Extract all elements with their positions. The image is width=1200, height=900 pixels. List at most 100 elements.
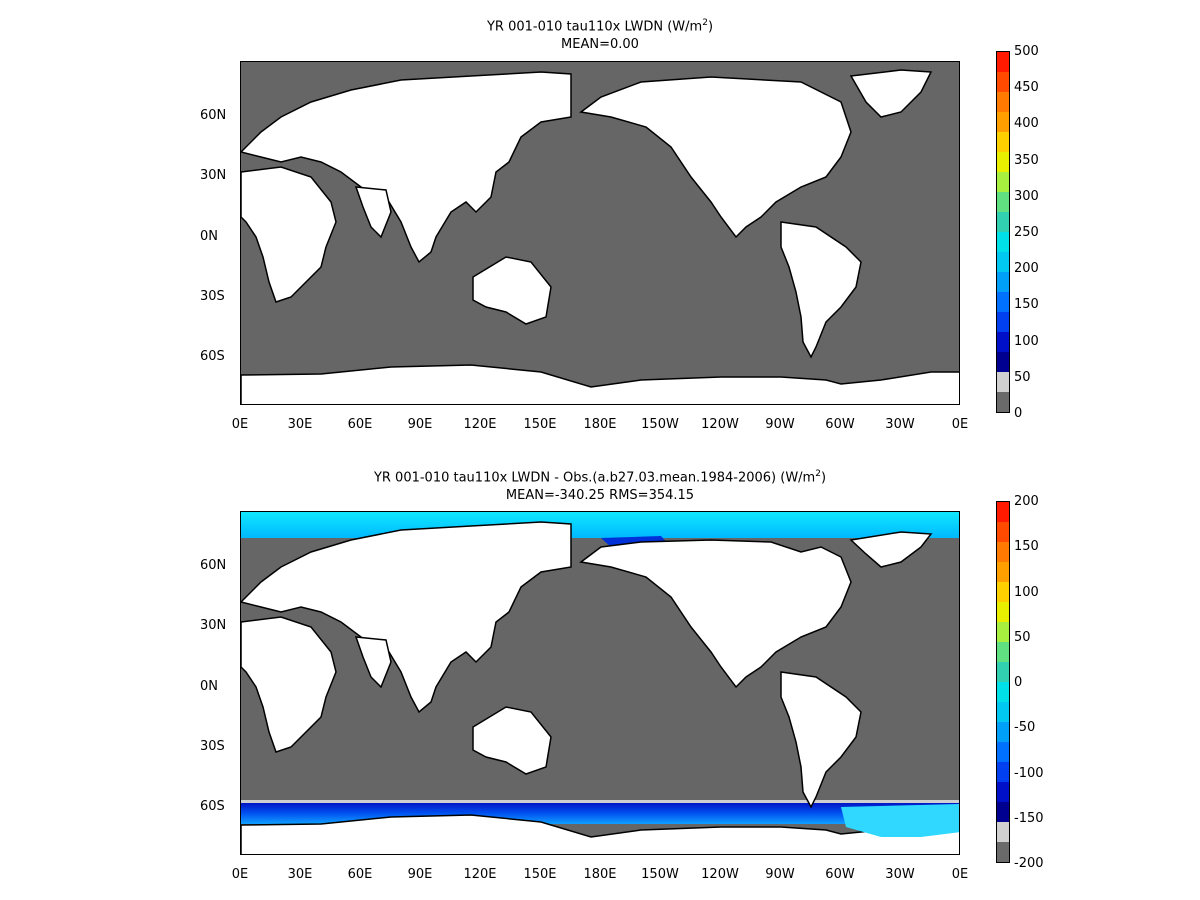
colorbar-label: 500 bbox=[1014, 44, 1039, 59]
colorbar-swatch bbox=[997, 132, 1009, 152]
colorbar-label: 350 bbox=[1014, 152, 1039, 168]
bottom-lon-label: 30E bbox=[287, 867, 313, 882]
top-lon-label: 120E bbox=[463, 417, 497, 432]
antarctica-landmass bbox=[241, 364, 959, 404]
australia-landmass bbox=[472, 706, 552, 775]
bottom-lat-label-30s: 30S bbox=[200, 739, 225, 754]
colorbar-swatch bbox=[997, 72, 1009, 92]
north-america-landmass bbox=[579, 76, 852, 239]
top-title-line2: MEAN=0.00 bbox=[561, 37, 639, 53]
colorbar-swatch bbox=[997, 502, 1009, 522]
colorbar-label: 50 bbox=[1014, 629, 1031, 645]
colorbar-swatch bbox=[997, 272, 1009, 292]
colorbar-label: 100 bbox=[1014, 333, 1039, 349]
land-masses bbox=[241, 521, 959, 854]
colorbar-swatch bbox=[997, 682, 1009, 702]
antarctica-landmass bbox=[241, 814, 959, 854]
colorbar-swatch bbox=[997, 372, 1009, 392]
top-lat-label-60s: 60S bbox=[200, 349, 225, 364]
greenland-landmass bbox=[849, 531, 933, 568]
bottom-lon-label: 90E bbox=[407, 867, 433, 882]
colorbar-label: 200 bbox=[1014, 494, 1039, 509]
top-lat-label-60n: 60N bbox=[200, 108, 227, 123]
south-america-landmass bbox=[780, 671, 862, 809]
colorbar-swatch bbox=[997, 542, 1009, 562]
top-lon-label: 0E bbox=[231, 417, 249, 432]
bottom-map-svg bbox=[241, 512, 959, 854]
top-lon-label: 150E bbox=[523, 417, 557, 432]
top-lat-label-0n: 0N bbox=[200, 229, 218, 244]
colorbar-label: 250 bbox=[1014, 225, 1039, 240]
top-lon-label: 60W bbox=[825, 417, 855, 432]
bottom-lon-label: 120W bbox=[701, 867, 739, 882]
bottom-lon-label: 30W bbox=[885, 867, 915, 882]
colorbar-swatch bbox=[997, 192, 1009, 212]
colorbar-swatch bbox=[997, 92, 1009, 112]
bottom-lat-label-60n: 60N bbox=[200, 558, 227, 573]
top-lon-label: 90E bbox=[407, 417, 433, 432]
colorbar-swatch bbox=[997, 722, 1009, 742]
colorbar-swatch bbox=[997, 662, 1009, 682]
colorbar-swatch bbox=[997, 602, 1009, 622]
top-lon-label: 90W bbox=[765, 417, 795, 432]
colorbar-label: -100 bbox=[1014, 765, 1044, 781]
bottom-colorbar bbox=[996, 501, 1010, 863]
colorbar-label: 200 bbox=[1014, 261, 1039, 277]
colorbar-label: 300 bbox=[1014, 188, 1039, 204]
top-colorbar bbox=[996, 51, 1010, 413]
colorbar-label: 0 bbox=[1014, 406, 1023, 421]
bottom-title-line2: MEAN=-340.25 RMS=354.15 bbox=[505, 488, 695, 504]
colorbar-swatch bbox=[997, 352, 1009, 372]
colorbar-label: -50 bbox=[1014, 720, 1036, 736]
colorbar-swatch bbox=[997, 782, 1009, 802]
colorbar-swatch bbox=[997, 172, 1009, 192]
colorbar-swatch bbox=[997, 622, 1009, 642]
bottom-lat-label-60s: 60S bbox=[200, 799, 225, 814]
africa-landmass bbox=[241, 166, 337, 303]
colorbar-swatch bbox=[997, 292, 1009, 312]
colorbar-swatch bbox=[997, 822, 1009, 842]
top-lon-label: 30E bbox=[287, 417, 313, 432]
colorbar-swatch bbox=[997, 312, 1009, 332]
india-landmass bbox=[354, 636, 392, 689]
bottom-lon-label: 180E bbox=[583, 867, 617, 882]
bottom-lon-label: 0E bbox=[231, 867, 249, 882]
bottom-title: YR 001-010 tau110x LWDN - Obs.(a.b27.03.… bbox=[240, 465, 960, 505]
bottom-lon-label: 0E bbox=[951, 867, 969, 882]
bottom-title-line1: YR 001-010 tau110x LWDN - Obs.(a.b27.03.… bbox=[373, 469, 827, 486]
colorbar-swatch bbox=[997, 252, 1009, 272]
colorbar-swatch bbox=[997, 392, 1009, 412]
top-map bbox=[240, 61, 960, 405]
colorbar-label: 0 bbox=[1014, 675, 1023, 690]
top-lat-label-30s: 30S bbox=[200, 289, 225, 304]
bottom-lon-label: 120E bbox=[463, 867, 497, 882]
bottom-lon-label: 60E bbox=[347, 867, 373, 882]
land-masses bbox=[241, 69, 959, 404]
colorbar-label: -150 bbox=[1014, 810, 1044, 826]
weddell-anomaly-patch bbox=[841, 804, 959, 837]
bottom-lat-label-30n: 30N bbox=[200, 618, 227, 633]
top-lon-label: 60E bbox=[347, 417, 373, 432]
top-lon-label: 0E bbox=[951, 417, 969, 432]
colorbar-swatch bbox=[997, 212, 1009, 232]
top-lon-label: 150W bbox=[641, 417, 679, 432]
colorbar-label: 150 bbox=[1014, 297, 1039, 313]
colorbar-label: 450 bbox=[1014, 80, 1039, 96]
colorbar-swatch bbox=[997, 232, 1009, 252]
colorbar-swatch bbox=[997, 522, 1009, 542]
colorbar-label: 400 bbox=[1014, 116, 1039, 132]
australia-landmass bbox=[472, 256, 552, 325]
colorbar-label: 100 bbox=[1014, 584, 1039, 600]
colorbar-label: 50 bbox=[1014, 369, 1031, 385]
colorbar-label: -200 bbox=[1014, 856, 1044, 871]
colorbar-swatch bbox=[997, 152, 1009, 172]
north-america-landmass bbox=[579, 539, 852, 689]
bottom-lon-label: 150W bbox=[641, 867, 679, 882]
top-lat-label-30n: 30N bbox=[200, 168, 227, 183]
colorbar-swatch bbox=[997, 842, 1009, 862]
colorbar-swatch bbox=[997, 112, 1009, 132]
bottom-lat-label-0n: 0N bbox=[200, 679, 218, 694]
top-title-line1: YR 001-010 tau110x LWDN (W/m2) bbox=[486, 18, 714, 35]
colorbar-swatch bbox=[997, 332, 1009, 352]
top-lon-label: 120W bbox=[701, 417, 739, 432]
